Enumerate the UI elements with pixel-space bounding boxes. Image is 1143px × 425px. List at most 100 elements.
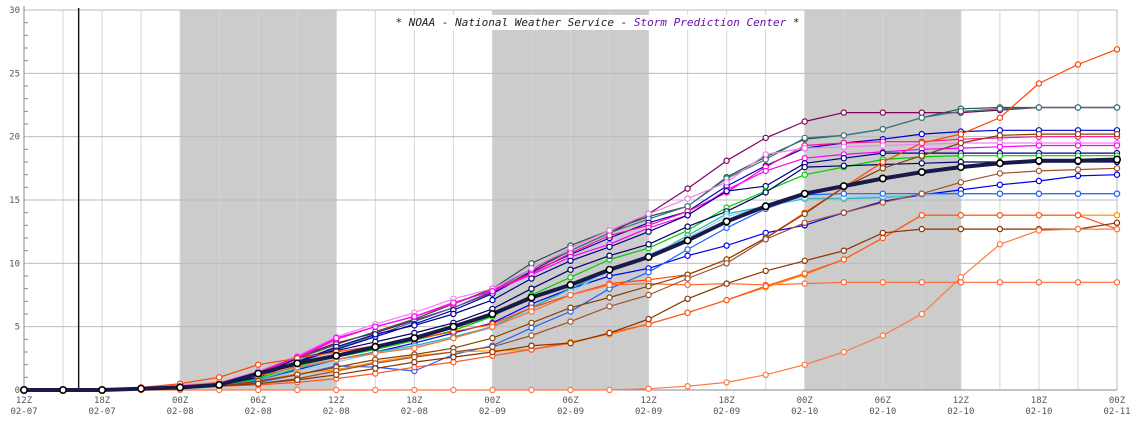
series-point: [411, 358, 418, 366]
series-point: [840, 154, 848, 162]
series-point: [489, 288, 496, 295]
mean-series-point: [449, 322, 458, 331]
x-tick-label: 00Z: [484, 396, 501, 406]
series-point: [645, 291, 652, 299]
series-point: [801, 257, 808, 264]
series-point: [762, 156, 769, 163]
series-point: [606, 294, 613, 301]
series-point: [840, 256, 848, 263]
series-point: [684, 252, 691, 259]
series-point: [528, 332, 535, 339]
series-point: [957, 190, 965, 197]
mean-series-point: [58, 385, 67, 394]
series-point: [567, 244, 574, 252]
x-tick-label: 18Z: [94, 396, 111, 406]
series-point: [996, 225, 1004, 233]
series-point: [801, 134, 808, 142]
series-point: [801, 219, 808, 226]
series-point: [840, 279, 848, 286]
series-point: [879, 229, 887, 237]
series-point: [294, 376, 301, 384]
series-point: [528, 265, 535, 272]
series-point: [372, 331, 379, 338]
series-point: [528, 275, 535, 282]
series-point: [684, 295, 691, 302]
series-point: [996, 132, 1004, 139]
series-point: [1074, 142, 1082, 149]
x-tick-date-label: 02-07: [89, 407, 116, 417]
mean-series-point: [332, 351, 341, 360]
mean-series-point: [917, 168, 926, 177]
mean-series-point: [683, 236, 692, 245]
series-point: [801, 280, 808, 287]
x-tick-date-label: 02-10: [869, 407, 896, 417]
series-point: [918, 152, 926, 159]
series-point: [684, 275, 691, 282]
series-point: [606, 281, 613, 289]
mean-series-point: [995, 159, 1004, 168]
mean-series-point: [1074, 156, 1083, 165]
x-tick-label: 06Z: [875, 396, 892, 406]
series-point: [918, 190, 926, 197]
series-point: [1074, 166, 1082, 173]
series-point: [645, 282, 652, 290]
series-point: [1113, 219, 1121, 226]
series-point: [762, 236, 769, 243]
series-point: [567, 386, 574, 394]
x-tick-label: 12Z: [328, 396, 345, 406]
series-point: [996, 105, 1004, 113]
series-point: [879, 158, 887, 166]
series-point: [996, 279, 1004, 286]
x-tick-label: 06Z: [250, 396, 267, 406]
series-point: [684, 281, 691, 289]
mean-series-point: [371, 342, 380, 351]
series-point: [1035, 190, 1043, 197]
series-point: [333, 334, 340, 342]
series-point: [528, 319, 535, 327]
series-point: [294, 386, 301, 394]
series-point: [1035, 130, 1043, 138]
series-point: [606, 227, 613, 234]
series-point: [723, 242, 730, 249]
mean-series-point: [644, 253, 653, 262]
series-point: [411, 364, 418, 371]
series-point: [957, 274, 965, 281]
series-point: [684, 223, 691, 230]
series-point: [801, 361, 808, 368]
series-point: [840, 190, 848, 197]
mean-series-point: [1034, 156, 1043, 165]
series-point: [918, 160, 926, 167]
series-point: [1035, 227, 1043, 234]
series-point: [1113, 225, 1121, 233]
series-point: [645, 228, 652, 235]
x-tick-label: 18Z: [1031, 396, 1048, 406]
series-point: [918, 109, 926, 116]
y-tick-label: 25: [9, 69, 20, 79]
x-tick-date-label: 02-07: [10, 407, 37, 417]
series-point: [528, 308, 535, 315]
series-point: [918, 114, 926, 121]
series-point: [801, 118, 808, 125]
series-point: [372, 360, 379, 367]
series-point: [918, 279, 926, 286]
series-point: [528, 260, 535, 267]
y-tick-label: 10: [9, 259, 20, 269]
series-point: [996, 241, 1004, 248]
series-point: [450, 348, 457, 356]
series-point: [255, 361, 262, 368]
series-point: [1035, 177, 1043, 185]
chart-title-highlight: Storm Prediction Center: [634, 16, 787, 29]
series-point: [450, 353, 457, 361]
y-tick-label: 15: [9, 196, 20, 206]
series-point: [762, 267, 769, 275]
series-point: [606, 252, 613, 259]
series-point: [918, 225, 926, 233]
series-point: [1113, 142, 1121, 149]
x-tick-label: 18Z: [719, 396, 736, 406]
series-point: [606, 272, 613, 280]
series-point: [411, 313, 418, 320]
x-tick-date-label: 02-09: [635, 407, 662, 417]
series-point: [411, 345, 418, 352]
series-point: [684, 246, 691, 253]
series-point: [645, 269, 652, 276]
